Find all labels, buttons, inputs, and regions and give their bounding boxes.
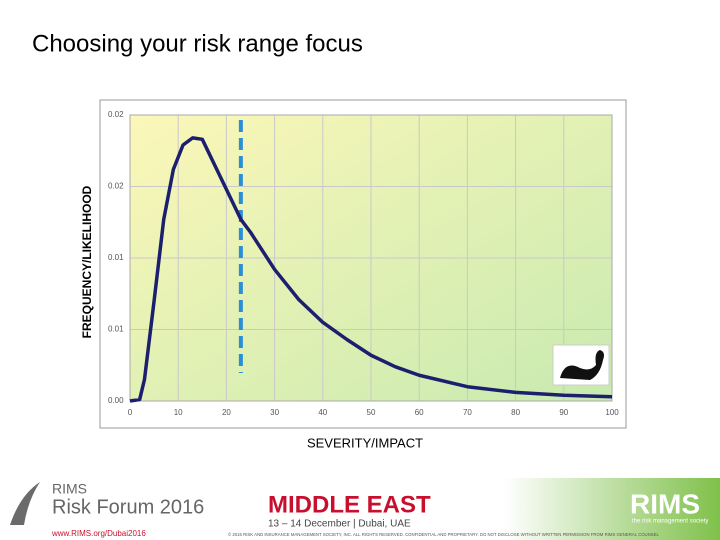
footer-copyright: © 2016 RISK AND INSURANCE MANAGEMENT SOC… (228, 532, 659, 537)
x-tick-label: 80 (511, 408, 520, 417)
footer-swoosh (10, 482, 40, 525)
x-tick-label: 10 (174, 408, 183, 417)
x-tick-label: 50 (367, 408, 376, 417)
footer-band (0, 478, 720, 540)
footer-tagline: the risk management society (632, 519, 708, 525)
footer-brand: RIMS (52, 481, 87, 497)
footer: RIMS Risk Forum 2016 MIDDLE EAST 13 – 14… (0, 478, 720, 540)
y-tick-label: 0.01 (108, 253, 124, 262)
x-tick-label: 30 (270, 408, 279, 417)
footer-dates: 13 – 14 December | Dubai, UAE (268, 519, 411, 530)
y-tick-label: 0.01 (108, 325, 124, 334)
black-swan-icon (552, 344, 610, 386)
x-tick-label: 20 (222, 408, 231, 417)
x-tick-label: 70 (463, 408, 472, 417)
x-tick-label: 100 (605, 408, 619, 417)
x-tick-label: 40 (318, 408, 327, 417)
x-tick-label: 0 (128, 408, 133, 417)
footer-region: MIDDLE EAST (268, 491, 431, 518)
x-axis-label: SEVERITY/IMPACT (307, 435, 423, 450)
x-tick-label: 60 (415, 408, 424, 417)
footer-logo: RIMS (630, 488, 700, 519)
slide-title: Choosing your risk range focus (32, 30, 363, 57)
y-tick-label: 0.02 (108, 182, 124, 191)
y-axis-label: FREQUENCY/LIKELIHOOD (80, 185, 94, 338)
y-tick-label: 0.00 (108, 396, 124, 405)
footer-url: www.RIMS.org/Dubai2016 (51, 529, 146, 538)
footer-event: Risk Forum 2016 (52, 496, 204, 518)
x-tick-label: 90 (559, 408, 568, 417)
y-tick-label: 0.02 (108, 110, 124, 119)
plot-border (129, 114, 613, 402)
distribution-curve (129, 136, 613, 403)
